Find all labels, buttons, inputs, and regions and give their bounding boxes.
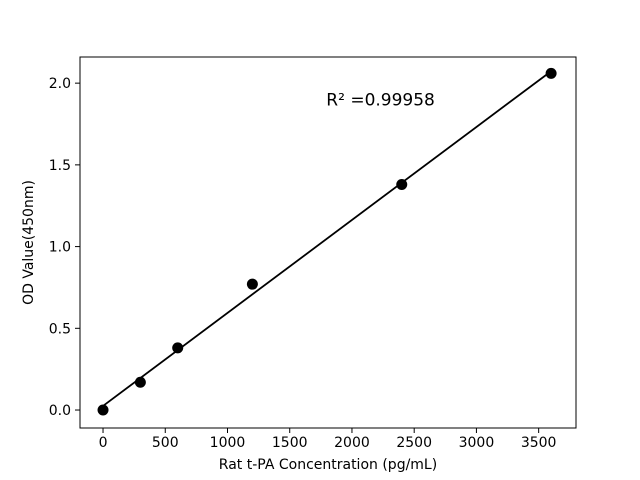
y-tick-label: 1.5 (49, 158, 71, 174)
x-tick-label: 0 (99, 435, 108, 451)
y-tick-label: 0.5 (49, 321, 71, 337)
data-point (134, 376, 146, 388)
y-tick-label: 1.0 (49, 240, 71, 256)
data-point (97, 404, 109, 416)
y-tick-label: 0.0 (49, 403, 71, 419)
x-axis-title: Rat t-PA Concentration (pg/mL) (219, 457, 437, 473)
data-point (172, 342, 184, 354)
x-tick-label: 2500 (396, 435, 432, 451)
x-tick-label: 3000 (459, 435, 495, 451)
plot-border (79, 56, 577, 429)
data-point (396, 178, 408, 190)
y-tick-label: 2.0 (49, 76, 71, 92)
data-point (545, 67, 557, 79)
x-tick-label: 1500 (272, 435, 308, 451)
x-tick-label: 3500 (521, 435, 557, 451)
data-point (246, 278, 258, 290)
x-tick-label: 2000 (334, 435, 370, 451)
x-tick-label: 500 (152, 435, 179, 451)
r-squared-annotation: R² =0.99958 (326, 90, 435, 110)
x-tick-label: 1000 (210, 435, 246, 451)
y-axis-title: OD Value(450nm) (21, 180, 37, 305)
